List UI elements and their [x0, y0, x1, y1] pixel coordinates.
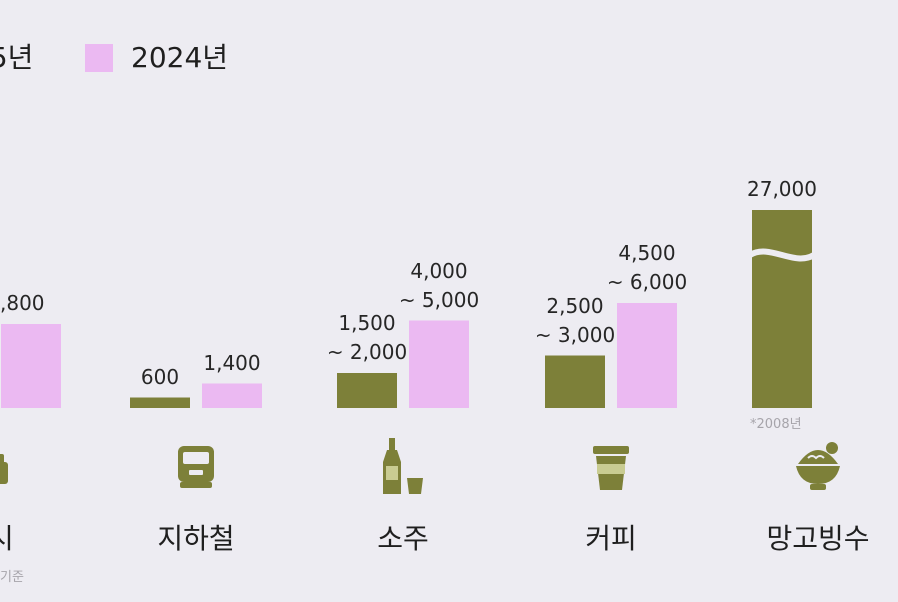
bar-커피-s1 — [545, 355, 605, 408]
category-label: 커피 — [585, 522, 637, 555]
soju-bottle-icon — [383, 438, 423, 494]
bar-소주-s1 — [337, 373, 397, 408]
category-label: 소주 — [377, 522, 429, 555]
bag-icon — [0, 454, 8, 484]
subway-train-icon — [178, 446, 214, 488]
data-label: 4,000 ~ 5,000 — [398, 258, 480, 312]
bar-지하철-s2 — [202, 383, 262, 408]
bar-소주-s2 — [409, 320, 469, 408]
note-first-category: 기준 — [0, 570, 24, 585]
bar-망고빙수-s1 — [752, 210, 812, 408]
bar-지하철-s1 — [130, 397, 190, 408]
legend-label-2024: 2024년 — [131, 41, 229, 74]
category-label: 지하철 — [157, 522, 235, 555]
category-label: 망고빙수 — [766, 522, 870, 555]
data-label: 600 — [140, 364, 180, 389]
legend-label-1995: 95년 — [0, 41, 34, 74]
data-label: ,800 — [0, 291, 45, 315]
category-label: 시 — [0, 522, 14, 555]
axis-break-wave — [748, 248, 816, 262]
note-2008: *2008년 — [750, 417, 802, 432]
data-label: 27,000 — [747, 177, 817, 201]
legend: 95년 2024년 — [0, 36, 898, 80]
data-label: 2,500 ~ 3,000 — [534, 293, 616, 347]
data-label: 4,500 ~ 6,000 — [606, 241, 688, 294]
data-label: 1,500 ~ 2,000 — [326, 311, 408, 364]
data-label: 1,400 — [203, 350, 261, 375]
bingsu-bowl-icon — [796, 442, 840, 490]
bar-커피-s2 — [617, 303, 677, 408]
coffee-cup-icon — [593, 446, 629, 490]
bar-시-s2 — [1, 324, 61, 408]
legend-swatch-2024 — [85, 44, 113, 72]
